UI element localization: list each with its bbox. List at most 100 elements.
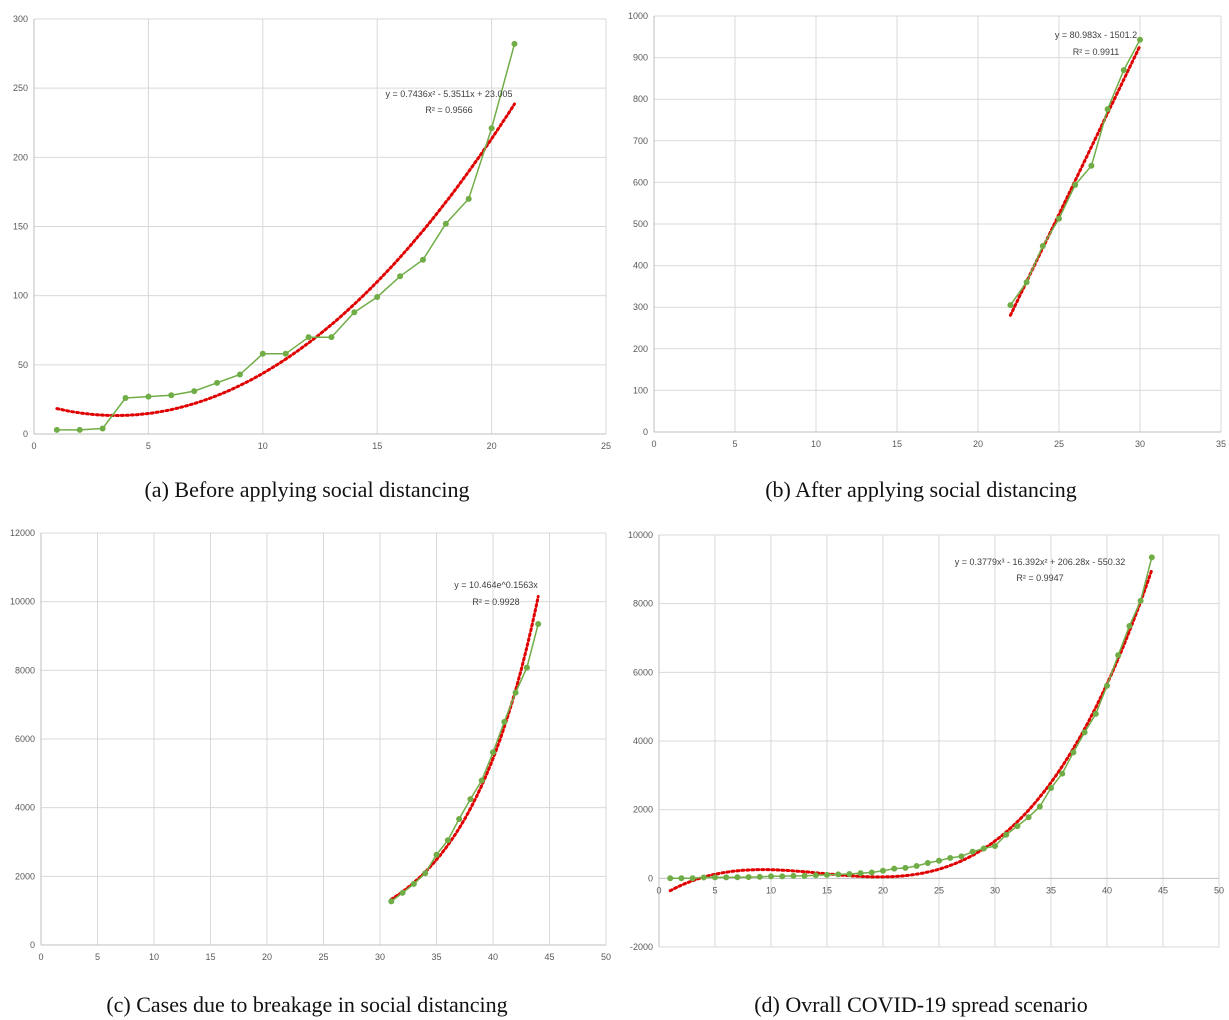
data-point bbox=[444, 837, 451, 844]
chart-d: -2000 0 2000 4000 6000 8000 10000 0 5 10 15 20 25 30 3… bbox=[628, 530, 1224, 952]
data-point bbox=[723, 874, 730, 881]
caption-d: (d) Ovrall COVID-19 spread scenario bbox=[754, 992, 1088, 1017]
caption-b: (b) After applying social distancing bbox=[765, 477, 1077, 502]
data-point bbox=[745, 874, 752, 881]
data-point bbox=[768, 873, 774, 880]
x-tick-label: 40 bbox=[1102, 885, 1112, 895]
data-point bbox=[1056, 215, 1062, 222]
data-point bbox=[902, 864, 909, 871]
x-tick-label: 20 bbox=[262, 952, 272, 962]
data-point bbox=[1036, 803, 1043, 810]
y-tick-label: 1000 bbox=[628, 11, 648, 21]
x-tick-label: 10 bbox=[258, 441, 268, 451]
x-tick-label: 30 bbox=[990, 885, 1000, 895]
y-tick-label: 300 bbox=[13, 14, 28, 24]
y-tick-label: 0 bbox=[648, 873, 653, 883]
series-line bbox=[390, 623, 539, 902]
x-tick-label: 25 bbox=[934, 885, 944, 895]
x-tick-label: 10 bbox=[811, 439, 821, 449]
data-point bbox=[1039, 243, 1046, 250]
data-point bbox=[490, 749, 496, 756]
data-point bbox=[456, 815, 463, 822]
data-point bbox=[236, 371, 243, 378]
x-tick-label: 15 bbox=[205, 952, 215, 962]
data-point bbox=[410, 880, 417, 887]
trendline-equation: y = 0.7436x² - 5.3511x + 23.005 bbox=[386, 89, 513, 99]
x-tick-label: 0 bbox=[656, 885, 661, 895]
data-point bbox=[1126, 622, 1133, 629]
data-point bbox=[1137, 36, 1143, 43]
data-point bbox=[835, 871, 842, 878]
x-tick-label: 20 bbox=[487, 441, 497, 451]
data-point bbox=[467, 796, 474, 803]
data-point bbox=[779, 873, 786, 880]
y-tick-label: -2000 bbox=[630, 942, 653, 952]
x-tick-label: 50 bbox=[601, 952, 611, 962]
y-tick-label: 12000 bbox=[10, 528, 35, 538]
x-tick-label: 30 bbox=[375, 952, 385, 962]
y-tick-label: 8000 bbox=[633, 599, 653, 609]
data-point bbox=[812, 872, 819, 879]
y-tick-label: 500 bbox=[633, 219, 648, 229]
y-tick-label: 6000 bbox=[633, 667, 653, 677]
x-tick-label: 0 bbox=[651, 439, 656, 449]
data-point bbox=[868, 869, 875, 876]
y-tick-label: 900 bbox=[633, 53, 648, 63]
x-tick-label: 50 bbox=[1214, 885, 1224, 895]
data-point bbox=[947, 854, 954, 861]
data-point bbox=[419, 256, 426, 263]
x-tick-label: 15 bbox=[822, 885, 832, 895]
data-point bbox=[678, 875, 685, 882]
data-point bbox=[980, 845, 987, 852]
y-tick-label: 100 bbox=[13, 291, 28, 301]
x-tick-label: 0 bbox=[38, 952, 43, 962]
data-point bbox=[1023, 279, 1030, 286]
data-point bbox=[397, 273, 404, 280]
data-point bbox=[259, 350, 266, 357]
data-point bbox=[442, 220, 449, 227]
x-tick-label: 5 bbox=[146, 441, 151, 451]
x-tick-label: 15 bbox=[372, 441, 382, 451]
chart-panel-a: 0 50 100 150 200 250 300 0 5 10 15 20 25 y = 0.7436x²… bbox=[0, 0, 614, 510]
trendline-equation: y = 10.464e^0.1563x bbox=[454, 580, 538, 590]
y-tick-label: 2000 bbox=[15, 871, 35, 881]
chart-panel-c: 0 2000 4000 6000 8000 10000 12000 0 5 10 15 20 25 30 3… bbox=[0, 515, 614, 1020]
data-point bbox=[1148, 554, 1155, 561]
data-point bbox=[511, 40, 518, 47]
data-point bbox=[1048, 785, 1054, 792]
data-point bbox=[422, 870, 429, 877]
data-point bbox=[1070, 749, 1077, 756]
data-point bbox=[756, 873, 763, 880]
trendline-r2: R² = 0.9947 bbox=[1016, 573, 1063, 583]
data-point bbox=[1025, 814, 1032, 821]
data-point bbox=[1104, 682, 1110, 689]
data-point bbox=[846, 871, 853, 878]
data-point bbox=[857, 870, 864, 877]
y-tick-label: 2000 bbox=[633, 805, 653, 815]
y-tick-label: 50 bbox=[18, 360, 28, 370]
y-tick-label: 150 bbox=[13, 222, 28, 232]
data-point bbox=[374, 294, 381, 301]
x-tick-label: 25 bbox=[601, 441, 611, 451]
data-point bbox=[512, 689, 519, 696]
x-tick-label: 0 bbox=[31, 441, 36, 451]
data-point bbox=[969, 848, 976, 855]
data-point bbox=[1137, 597, 1144, 604]
y-tick-label: 200 bbox=[633, 344, 648, 354]
x-tick-label: 20 bbox=[878, 885, 888, 895]
x-tick-label: 45 bbox=[1158, 885, 1168, 895]
data-point bbox=[145, 393, 152, 400]
data-point bbox=[99, 425, 106, 432]
x-tick-label: 35 bbox=[1046, 885, 1056, 895]
trendline-r2: R² = 0.9928 bbox=[472, 597, 519, 607]
x-tick-label: 30 bbox=[1135, 439, 1145, 449]
data-point bbox=[501, 718, 508, 725]
data-point bbox=[1059, 770, 1066, 777]
y-tick-label: 400 bbox=[633, 261, 648, 271]
y-tick-label: 10000 bbox=[10, 597, 35, 607]
data-point bbox=[913, 862, 920, 869]
y-tick-label: 600 bbox=[633, 177, 648, 187]
y-tick-label: 700 bbox=[633, 136, 648, 146]
x-tick-label: 10 bbox=[149, 952, 159, 962]
data-point bbox=[936, 857, 942, 864]
